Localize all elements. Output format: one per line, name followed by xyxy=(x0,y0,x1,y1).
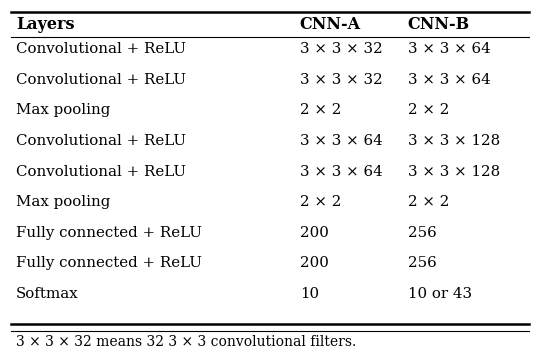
Text: 256: 256 xyxy=(408,226,436,240)
Text: Convolutional + ReLU: Convolutional + ReLU xyxy=(16,134,186,148)
Text: Softmax: Softmax xyxy=(16,287,79,301)
Text: 256: 256 xyxy=(408,256,436,271)
Text: CNN-A: CNN-A xyxy=(300,16,361,33)
Text: 3 × 3 × 64: 3 × 3 × 64 xyxy=(300,164,382,179)
Text: 2 × 2: 2 × 2 xyxy=(300,195,341,209)
Text: 200: 200 xyxy=(300,226,328,240)
Text: Fully connected + ReLU: Fully connected + ReLU xyxy=(16,256,202,271)
Text: 2 × 2: 2 × 2 xyxy=(408,103,449,117)
Text: Layers: Layers xyxy=(16,16,75,33)
Text: Max pooling: Max pooling xyxy=(16,103,111,117)
Text: 3 × 3 × 32: 3 × 3 × 32 xyxy=(300,73,382,87)
Text: 200: 200 xyxy=(300,256,328,271)
Text: 3 × 3 × 32 means 32 3 × 3 convolutional filters.: 3 × 3 × 32 means 32 3 × 3 convolutional … xyxy=(16,335,356,350)
Text: Max pooling: Max pooling xyxy=(16,195,111,209)
Text: 2 × 2: 2 × 2 xyxy=(408,195,449,209)
Text: Convolutional + ReLU: Convolutional + ReLU xyxy=(16,73,186,87)
Text: 3 × 3 × 64: 3 × 3 × 64 xyxy=(408,42,490,56)
Text: Convolutional + ReLU: Convolutional + ReLU xyxy=(16,164,186,179)
Text: 10 or 43: 10 or 43 xyxy=(408,287,472,301)
Text: 10: 10 xyxy=(300,287,319,301)
Text: 3 × 3 × 64: 3 × 3 × 64 xyxy=(300,134,382,148)
Text: Fully connected + ReLU: Fully connected + ReLU xyxy=(16,226,202,240)
Text: 2 × 2: 2 × 2 xyxy=(300,103,341,117)
Text: 3 × 3 × 64: 3 × 3 × 64 xyxy=(408,73,490,87)
Text: 3 × 3 × 32: 3 × 3 × 32 xyxy=(300,42,382,56)
Text: Convolutional + ReLU: Convolutional + ReLU xyxy=(16,42,186,56)
Text: CNN-B: CNN-B xyxy=(408,16,470,33)
Text: 3 × 3 × 128: 3 × 3 × 128 xyxy=(408,164,500,179)
Text: 3 × 3 × 128: 3 × 3 × 128 xyxy=(408,134,500,148)
